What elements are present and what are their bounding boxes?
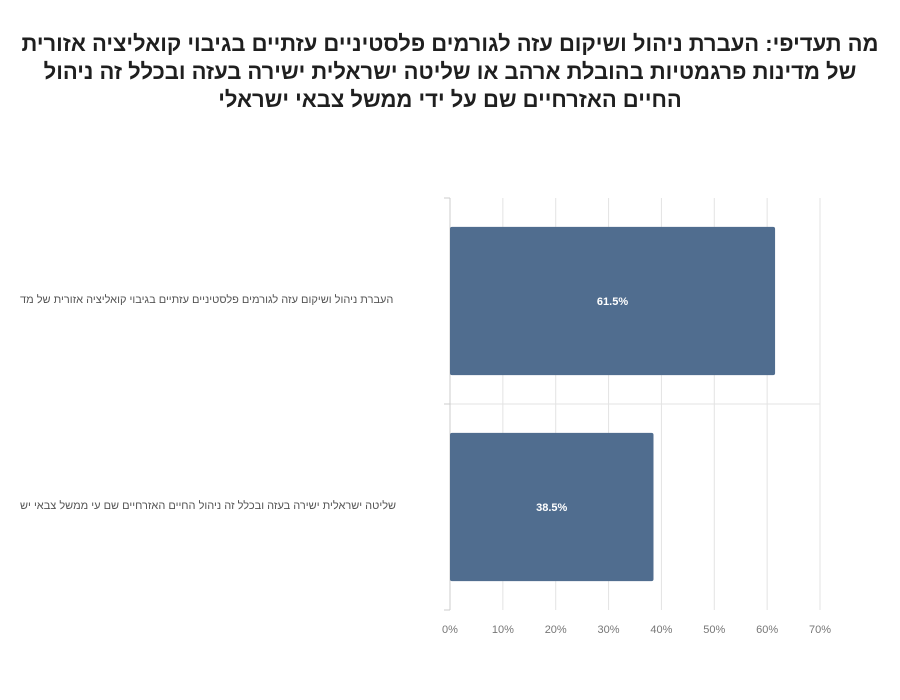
data-label: 61.5% — [597, 296, 628, 308]
x-tick-label: 30% — [598, 624, 620, 636]
x-tick-label: 40% — [650, 624, 672, 636]
bar — [450, 226, 776, 376]
x-tick-label: 50% — [703, 624, 725, 636]
bar — [450, 432, 654, 582]
chart-title: מה תעדיפי: העברת ניהול ושיקום עזה לגורמי… — [21, 31, 879, 112]
x-tick-label: 60% — [756, 624, 778, 636]
x-tick-label: 20% — [545, 624, 567, 636]
x-tick-label: 70% — [809, 624, 831, 636]
x-tick-label: 10% — [492, 624, 514, 636]
x-tick-label: 0% — [442, 624, 458, 636]
data-label: 38.5% — [536, 502, 567, 514]
category-label: שליטה ישראלית ישירה בעזה ובכלל זה ניהול … — [20, 500, 397, 512]
category-label: העברת ניהול ושיקום עזה לגורמים פלסטיניים… — [20, 294, 394, 306]
